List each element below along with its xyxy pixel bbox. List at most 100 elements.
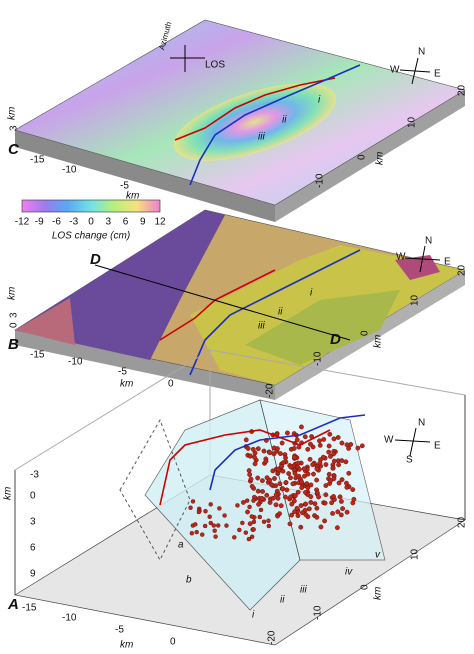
z-axis-label: km xyxy=(3,487,14,500)
earthquake xyxy=(330,465,336,471)
z-tick-label: 0 xyxy=(30,491,36,502)
earthquake xyxy=(189,531,195,536)
earthquake xyxy=(207,514,212,519)
earthquake xyxy=(359,443,365,449)
x-tick-label: -10 xyxy=(68,357,83,368)
earthquake xyxy=(211,523,216,528)
earthquake xyxy=(308,494,314,500)
earthquake xyxy=(283,494,288,500)
x-axis-label: km xyxy=(120,640,133,651)
earthquake xyxy=(299,424,304,430)
segment-label: i xyxy=(252,610,255,621)
earthquake xyxy=(303,512,309,518)
earthquake xyxy=(321,437,327,442)
y-tick-label: -10 xyxy=(315,173,326,188)
fault-trace xyxy=(189,64,361,186)
earthquake xyxy=(273,492,279,498)
earthquake xyxy=(340,506,345,512)
earthquake xyxy=(303,501,309,507)
panel-a: N W E S i ii iii iv v a b A km -3 0 3 6 … xyxy=(3,349,468,651)
earthquake xyxy=(305,446,311,452)
z-axis-label: km xyxy=(7,107,18,120)
earthquake xyxy=(212,528,217,533)
panel-c: LOS Azimuth N W E i ii iii C km 3 -15 -1… xyxy=(7,19,468,222)
earthquake xyxy=(276,467,282,473)
earthquake xyxy=(251,519,257,525)
earthquake xyxy=(246,468,252,474)
earthquake xyxy=(284,487,290,493)
earthquake xyxy=(251,527,256,532)
fault-trace xyxy=(189,249,361,376)
earthquake xyxy=(335,435,341,440)
seismicity xyxy=(188,424,365,542)
earthquake xyxy=(291,446,297,451)
compass-n: N xyxy=(425,236,432,247)
earthquake xyxy=(303,490,308,495)
earthquake xyxy=(316,494,321,500)
y-tick-label: -20 xyxy=(265,383,276,398)
x-tick-label: 0 xyxy=(168,379,174,390)
y-tick-label: 20 xyxy=(457,516,468,528)
earthquake xyxy=(273,502,279,508)
earthquake xyxy=(302,473,307,479)
side-wall xyxy=(15,130,275,222)
earthquake xyxy=(320,454,326,460)
earthquake xyxy=(247,521,253,527)
y-tick-label: -10 xyxy=(313,605,324,620)
earthquake xyxy=(326,449,332,455)
section-label: D xyxy=(90,251,101,268)
colorbar-tick-label: -6 xyxy=(52,217,61,228)
compass-w: W xyxy=(384,435,394,446)
earthquake xyxy=(275,446,280,452)
earthquake xyxy=(305,485,311,491)
earthquake xyxy=(338,512,344,518)
earthquake xyxy=(299,479,305,485)
fault-plane xyxy=(259,399,386,561)
compass xyxy=(419,245,426,273)
earthquake xyxy=(257,514,262,520)
y-tick-label: 10 xyxy=(410,294,421,306)
side-wall xyxy=(275,90,465,222)
earthquake xyxy=(314,466,320,472)
earthquake xyxy=(245,498,250,503)
colorbar-tick-label: -9 xyxy=(35,217,44,228)
earthquake xyxy=(331,436,337,442)
colorbar-tick-label: 0 xyxy=(88,217,94,228)
earthquake xyxy=(270,495,276,501)
earthquake xyxy=(266,523,272,529)
z-tick-label: 3 xyxy=(9,125,20,131)
earthquake xyxy=(307,456,313,462)
earthquake xyxy=(299,485,305,491)
earthquake xyxy=(251,498,256,503)
earthquake xyxy=(306,506,312,512)
y-tick-label: 20 xyxy=(457,264,468,276)
earthquake xyxy=(203,509,208,514)
plane-label: b xyxy=(186,575,192,586)
earthquake xyxy=(323,492,329,498)
earthquake xyxy=(314,505,320,511)
fault-trace xyxy=(174,77,336,141)
earthquake xyxy=(232,535,237,540)
earthquake xyxy=(188,505,193,510)
y-axis-label: km xyxy=(375,152,386,165)
earthquake xyxy=(334,525,340,531)
earthquake xyxy=(295,513,301,519)
section-label: D xyxy=(330,331,341,348)
earthquake xyxy=(296,466,302,472)
x-tick-label: -15 xyxy=(30,350,45,361)
earthquake xyxy=(272,476,277,481)
earthquake xyxy=(247,504,252,510)
compass-w: W xyxy=(390,65,400,76)
earthquake xyxy=(331,494,336,499)
earthquake xyxy=(261,519,267,524)
earthquake xyxy=(289,512,295,518)
earthquake xyxy=(317,438,322,444)
earthquake xyxy=(190,499,196,504)
compass-e: E xyxy=(434,441,441,452)
earthquake xyxy=(248,476,254,482)
earthquake xyxy=(355,445,361,451)
earthquake xyxy=(300,510,305,516)
